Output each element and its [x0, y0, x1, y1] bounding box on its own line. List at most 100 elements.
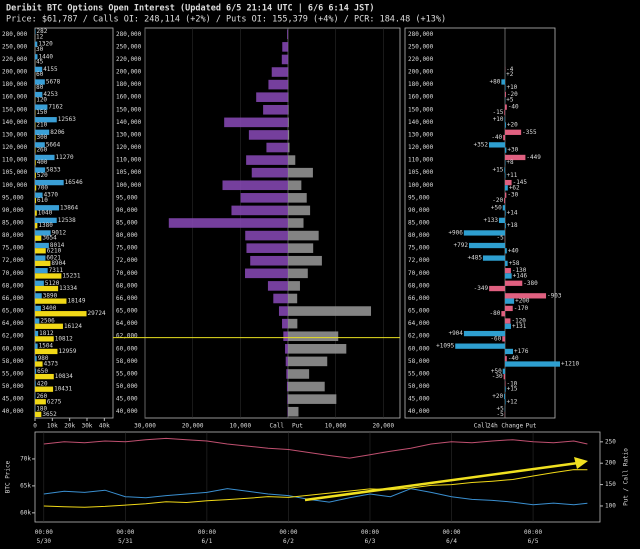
y-tick-label: 64,000 — [116, 320, 138, 327]
x-tick-label: 00:00 6/4 — [442, 529, 460, 545]
bar — [505, 399, 506, 405]
chart-title: Deribit BTC Options Open Interest (Updat… — [6, 3, 374, 14]
value-label: +40 — [508, 247, 519, 254]
bar — [287, 331, 339, 342]
bar — [287, 381, 325, 392]
value-label: -30 — [507, 192, 518, 199]
bar — [287, 293, 298, 304]
y-tick-label: 75,000 — [408, 245, 430, 252]
bar — [35, 293, 42, 299]
bar — [482, 255, 505, 261]
bar — [271, 67, 288, 77]
bar — [35, 255, 46, 261]
bar — [287, 406, 299, 417]
bar — [505, 298, 515, 304]
bar — [35, 298, 67, 304]
value-label: +352 — [474, 141, 489, 148]
y-tick-label: 50,000 — [2, 383, 24, 390]
value-label: 1504 — [39, 343, 54, 350]
y-tick-label: 68,000 — [408, 282, 430, 289]
x-label: Put — [526, 423, 537, 430]
bar — [505, 122, 506, 128]
bar — [35, 117, 57, 123]
y-tick-label: 110,000 — [2, 157, 28, 164]
bar — [35, 172, 36, 178]
y-tick-label: 220,000 — [408, 56, 434, 63]
bar — [285, 344, 288, 354]
value-label: 29724 — [88, 310, 106, 317]
value-label: 400 — [37, 159, 48, 166]
bar — [505, 260, 508, 267]
bar — [505, 356, 507, 362]
y-tick-label: 40,000 — [408, 408, 430, 415]
bar — [35, 368, 37, 374]
value-label: 7162 — [48, 104, 63, 111]
y-tick-label: 65,000 — [408, 308, 430, 315]
bar — [505, 104, 507, 110]
bar — [287, 142, 290, 153]
value-label: -145 — [513, 179, 528, 186]
bar — [505, 147, 507, 153]
y-tick-label: 90,000 — [408, 207, 430, 214]
y-tick-label: 40,000 — [2, 408, 24, 415]
value-label: +20 — [492, 393, 503, 400]
value-label: 13864 — [60, 204, 78, 211]
value-label: +80 — [490, 78, 501, 85]
y-tick-label: 120,000 — [408, 144, 434, 151]
y-tick-label: 250,000 — [408, 43, 434, 50]
bar — [35, 318, 40, 324]
y-tick-label: 65k — [20, 482, 31, 489]
value-label: 4370 — [44, 192, 59, 199]
bar — [35, 323, 63, 329]
value-label: +10 — [493, 116, 504, 123]
y-tick-label: 58,000 — [408, 358, 430, 365]
bar — [250, 255, 288, 266]
bar — [35, 268, 48, 274]
value-label: +2 — [506, 71, 514, 78]
bar — [469, 242, 505, 249]
bar — [504, 109, 505, 116]
value-label: -903 — [547, 292, 562, 299]
bar — [35, 230, 51, 236]
value-label: -5 — [497, 411, 505, 418]
bar — [489, 142, 505, 148]
x-tick-label: 20k — [64, 423, 75, 430]
value-label: +11 — [507, 172, 518, 179]
y-tick-label: 105,000 — [116, 169, 142, 176]
value-label: 980 — [38, 355, 49, 362]
y-tick-label: 68,000 — [116, 282, 138, 289]
y-tick-label: 150,000 — [2, 106, 28, 113]
value-label: +1095 — [436, 343, 454, 350]
value-label: +131 — [512, 323, 527, 330]
bar — [287, 356, 328, 367]
bar — [505, 361, 560, 367]
bar — [35, 305, 41, 312]
value-label: -40 — [491, 134, 502, 141]
value-label: +10 — [506, 84, 517, 91]
bar — [287, 268, 308, 279]
bar — [222, 180, 288, 191]
bar — [285, 356, 288, 367]
bar — [35, 273, 62, 279]
value-label: -120 — [511, 318, 526, 325]
bar — [35, 260, 51, 267]
value-label: 5664 — [46, 141, 61, 148]
bar — [35, 54, 38, 60]
value-label: +20 — [507, 122, 518, 129]
value-label: +15 — [492, 167, 503, 174]
y-tick-label: 105,000 — [408, 169, 434, 176]
y-tick-label: 45,000 — [2, 396, 24, 403]
bar — [505, 273, 512, 279]
y-tick-label: 40,000 — [116, 408, 138, 415]
value-label: -60 — [490, 335, 501, 342]
value-label: 120 — [36, 96, 47, 103]
bar — [502, 336, 505, 342]
y-tick-label: 72,000 — [116, 257, 138, 264]
value-label: -4 — [506, 66, 514, 73]
y-tick-label: 105,000 — [2, 169, 28, 176]
bar — [35, 336, 54, 342]
x-tick-label: 00:00 6/2 — [279, 529, 297, 545]
y-tick-label: 160,000 — [116, 94, 142, 101]
bar — [35, 343, 38, 349]
value-label: 3652 — [42, 411, 57, 418]
